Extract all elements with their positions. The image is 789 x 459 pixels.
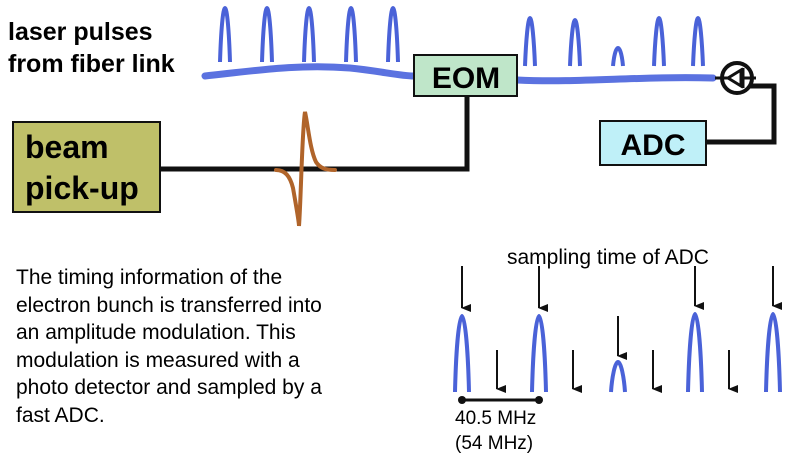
photo-detector-icon: [715, 61, 756, 95]
fiber-link-line: [201, 63, 717, 85]
laser-pulse: [386, 5, 400, 63]
sampled-pulse: [453, 313, 471, 393]
description-line: The timing information of the: [16, 266, 283, 289]
laser-pulse: [302, 5, 316, 63]
sampling-arrows: [461, 266, 782, 393]
sampling-time-label: sampling time of ADC: [507, 246, 709, 269]
wiring: [160, 83, 777, 172]
sampled-pulse: [530, 313, 548, 393]
pickup-to-eom-wire: [160, 96, 470, 172]
frequency-label: 40.5 MHz: [455, 408, 536, 429]
sampled-pulse: [764, 311, 782, 393]
laser-pulse: [568, 17, 582, 67]
description-line: photo detector and sampled by a: [16, 376, 322, 399]
pickup-label-line1: beam: [25, 129, 109, 165]
adc-box: ADC: [599, 120, 707, 166]
laser-pulse: [691, 15, 705, 67]
sampled-pulses: [453, 311, 782, 393]
modulated-laser-pulses: [523, 15, 705, 67]
laser-pulse: [652, 15, 666, 67]
description-text: The timing information of the electron b…: [16, 264, 396, 429]
laser-pulse: [218, 5, 232, 63]
interval-marker: [458, 396, 543, 404]
sampled-pulse-reduced: [609, 359, 627, 393]
beam-pickup-box: beam pick-up: [12, 121, 161, 213]
sampled-pulse: [686, 311, 704, 393]
description-line: fast ADC.: [16, 403, 105, 427]
laser-pulse: [523, 15, 537, 67]
laser-label-line1: laser pulses: [8, 18, 153, 46]
beam-signal-waveform: [274, 111, 337, 227]
laser-label-line2: from fiber link: [8, 50, 175, 78]
description-line: modulation is measured with a: [16, 348, 300, 372]
laser-pulse: [344, 5, 358, 63]
frequency-alt-label: (54 MHz): [455, 433, 533, 454]
description-line: an amplitude modulation. This: [16, 321, 296, 344]
eom-label: EOM: [432, 62, 500, 95]
pickup-label-line2: pick-up: [25, 170, 139, 206]
description-line: electron bunch is transferred into: [16, 293, 322, 317]
laser-pulse: [260, 5, 274, 63]
laser-pulse-reduced: [611, 45, 625, 67]
eom-box: EOM: [413, 54, 518, 97]
adc-label: ADC: [621, 129, 686, 162]
detector-to-adc-wire: [706, 83, 777, 145]
incoming-laser-pulses: [218, 5, 400, 63]
